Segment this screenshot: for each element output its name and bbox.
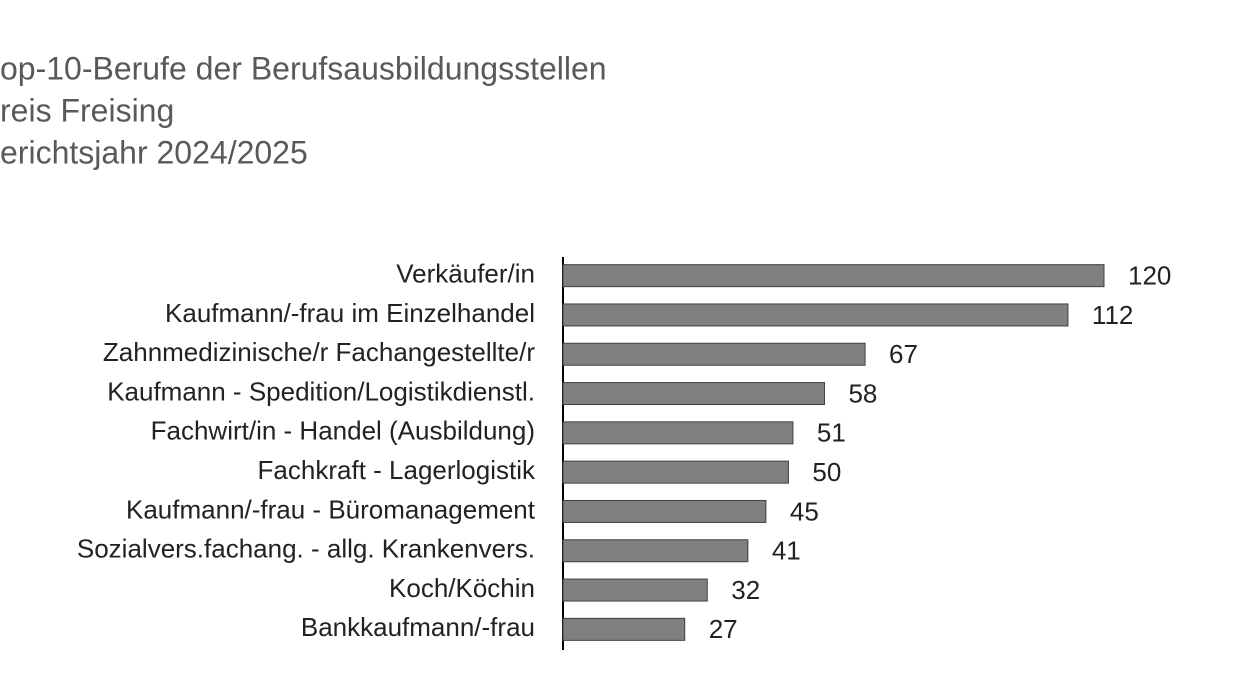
- value-label: 50: [812, 457, 841, 487]
- chart-title: op-10-Berufe der Berufsausbildungsstelle…: [0, 50, 607, 86]
- category-label: Fachwirt/in - Handel (Ausbildung): [151, 416, 535, 446]
- bar: [562, 382, 825, 406]
- category-label: Zahnmedizinische/r Fachangestellte/r: [103, 337, 535, 367]
- value-label: 41: [772, 536, 801, 566]
- chart-title: erichtsjahr 2024/2025: [0, 134, 308, 170]
- value-label: 27: [709, 614, 738, 644]
- bar: [562, 460, 789, 484]
- category-label: Kaufmann - Spedition/Logistikdienstl.: [107, 376, 535, 406]
- bar: [562, 421, 794, 445]
- bar: [562, 303, 1069, 327]
- value-label: 67: [889, 339, 918, 369]
- bar: [562, 617, 686, 641]
- bar: [562, 499, 767, 523]
- category-label: Sozialvers.fachang. - allg. Krankenvers.: [77, 534, 535, 564]
- value-label: 120: [1128, 261, 1171, 291]
- value-label: 45: [790, 496, 819, 526]
- bar: [562, 539, 749, 563]
- category-label: Kaufmann/-frau - Büromanagement: [126, 494, 536, 524]
- category-label: Bankkaufmann/-frau: [301, 612, 535, 642]
- bar: [562, 342, 866, 366]
- value-label: 112: [1092, 300, 1133, 330]
- category-label: Koch/Köchin: [389, 573, 535, 603]
- category-label: Fachkraft - Lagerlogistik: [258, 455, 536, 485]
- bar: [562, 578, 708, 602]
- value-label: 51: [817, 418, 846, 448]
- chart-title: reis Freising: [0, 92, 174, 128]
- value-label: 58: [848, 378, 877, 408]
- value-label: 32: [731, 575, 760, 605]
- category-label: Verkäufer/in: [396, 259, 535, 289]
- bar: [562, 264, 1105, 288]
- category-label: Kaufmann/-frau im Einzelhandel: [165, 298, 535, 328]
